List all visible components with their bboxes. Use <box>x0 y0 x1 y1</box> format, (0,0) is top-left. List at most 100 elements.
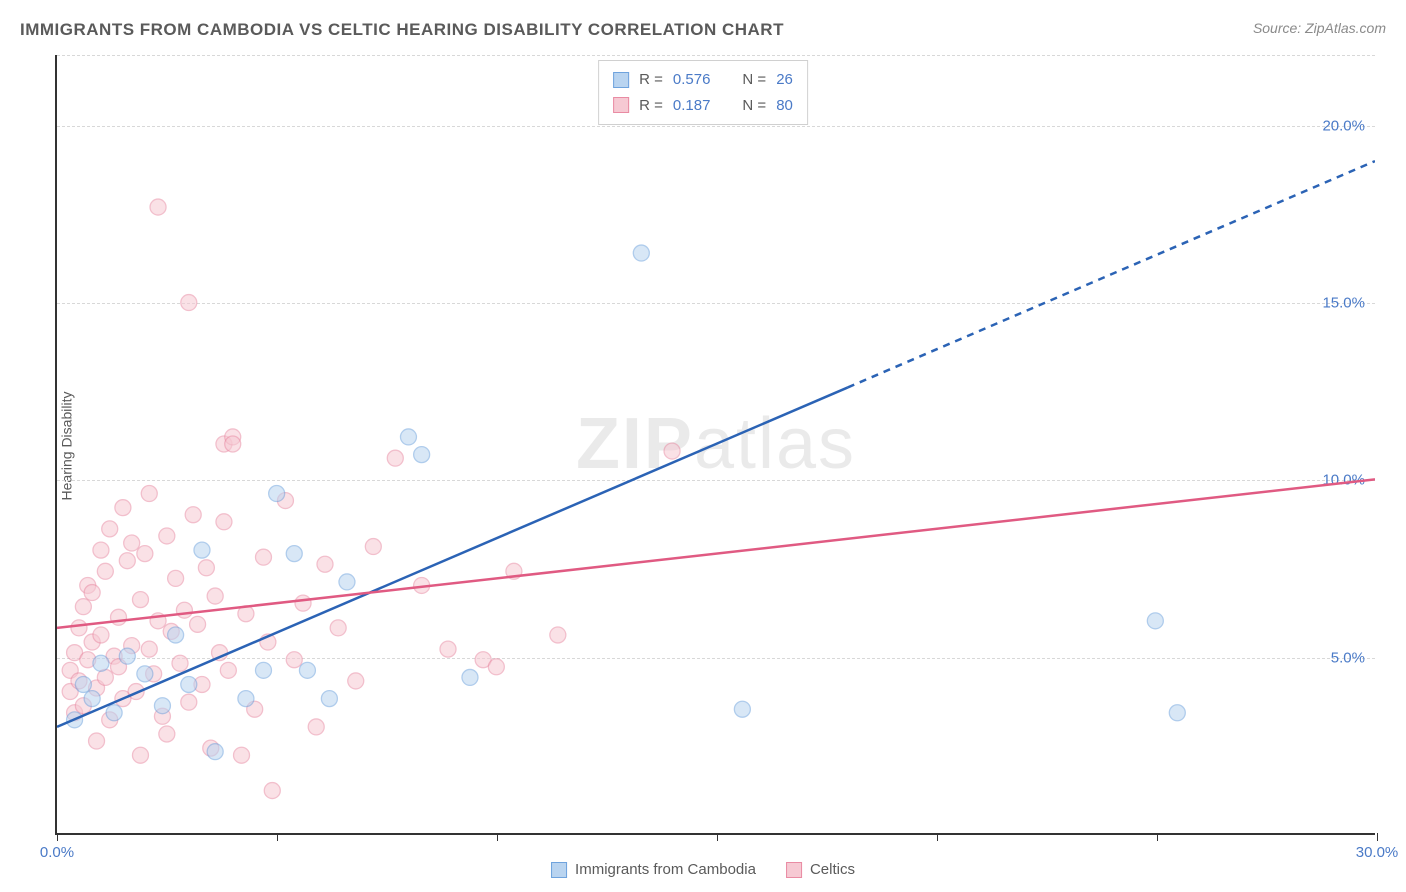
n-value: 26 <box>776 67 793 93</box>
legend-item: Celtics <box>786 861 855 878</box>
data-point <box>93 542 109 558</box>
x-tick <box>57 833 58 841</box>
plot-area: ZIPatlas 5.0%10.0%15.0%20.0%0.0%30.0% <box>55 55 1375 835</box>
data-point <box>299 662 315 678</box>
data-point <box>194 542 210 558</box>
data-point <box>488 659 504 675</box>
data-point <box>207 744 223 760</box>
legend-swatch <box>613 72 629 88</box>
data-point <box>330 620 346 636</box>
data-point <box>181 295 197 311</box>
data-point <box>115 500 131 516</box>
data-point <box>137 546 153 562</box>
x-tick-label: 0.0% <box>40 844 74 861</box>
data-point <box>255 549 271 565</box>
data-point <box>159 528 175 544</box>
legend-swatch <box>613 97 629 113</box>
data-point <box>150 199 166 215</box>
regression-line <box>57 387 848 726</box>
data-point <box>168 627 184 643</box>
r-label: R = <box>639 67 663 93</box>
legend-label: Immigrants from Cambodia <box>575 861 756 878</box>
r-value: 0.187 <box>673 93 711 119</box>
data-point <box>172 655 188 671</box>
data-point <box>207 588 223 604</box>
legend-swatch <box>786 862 802 878</box>
data-point <box>71 620 87 636</box>
data-point <box>159 726 175 742</box>
data-point <box>102 521 118 537</box>
data-point <box>400 429 416 445</box>
data-point <box>97 669 113 685</box>
data-point <box>440 641 456 657</box>
data-point <box>365 539 381 555</box>
data-point <box>181 676 197 692</box>
data-point <box>255 662 271 678</box>
r-value: 0.576 <box>673 67 711 93</box>
data-point <box>308 719 324 735</box>
scatter-chart-svg <box>57 55 1375 833</box>
x-tick <box>277 833 278 841</box>
data-point <box>106 705 122 721</box>
data-point <box>190 616 206 632</box>
correlation-legend: R = 0.576 N = 26 R = 0.187 N = 80 <box>598 60 808 125</box>
data-point <box>225 436 241 452</box>
chart-title: IMMIGRANTS FROM CAMBODIA VS CELTIC HEARI… <box>20 20 784 40</box>
data-point <box>317 556 333 572</box>
n-label: N = <box>742 93 766 119</box>
legend-swatch <box>551 862 567 878</box>
data-point <box>124 535 140 551</box>
x-tick <box>717 833 718 841</box>
data-point <box>1169 705 1185 721</box>
source-label: Source: ZipAtlas.com <box>1253 20 1386 36</box>
data-point <box>75 676 91 692</box>
data-point <box>154 698 170 714</box>
data-point <box>216 514 232 530</box>
regression-line-dash <box>848 161 1375 387</box>
legend-item: Immigrants from Cambodia <box>551 861 756 878</box>
data-point <box>339 574 355 590</box>
data-point <box>93 627 109 643</box>
data-point <box>414 447 430 463</box>
data-point <box>321 691 337 707</box>
data-point <box>185 507 201 523</box>
data-point <box>137 666 153 682</box>
series-legend: Immigrants from Cambodia Celtics <box>551 861 855 878</box>
data-point <box>84 585 100 601</box>
data-point <box>286 546 302 562</box>
data-point <box>181 694 197 710</box>
x-tick <box>937 833 938 841</box>
data-point <box>119 553 135 569</box>
data-point <box>97 563 113 579</box>
n-value: 80 <box>776 93 793 119</box>
x-tick-label: 30.0% <box>1356 844 1399 861</box>
data-point <box>176 602 192 618</box>
data-point <box>220 662 236 678</box>
data-point <box>462 669 478 685</box>
legend-row: R = 0.187 N = 80 <box>613 93 793 119</box>
x-tick <box>1157 833 1158 841</box>
x-tick <box>497 833 498 841</box>
data-point <box>286 652 302 668</box>
data-point <box>119 648 135 664</box>
data-point <box>664 443 680 459</box>
legend-label: Celtics <box>810 861 855 878</box>
data-point <box>168 570 184 586</box>
data-point <box>89 733 105 749</box>
data-point <box>633 245 649 261</box>
data-point <box>295 595 311 611</box>
data-point <box>238 691 254 707</box>
data-point <box>1147 613 1163 629</box>
x-tick <box>1377 833 1378 841</box>
data-point <box>93 655 109 671</box>
data-point <box>111 609 127 625</box>
data-point <box>387 450 403 466</box>
data-point <box>348 673 364 689</box>
data-point <box>550 627 566 643</box>
regression-line <box>57 479 1375 628</box>
data-point <box>198 560 214 576</box>
data-point <box>132 747 148 763</box>
data-point <box>141 641 157 657</box>
r-label: R = <box>639 93 663 119</box>
n-label: N = <box>742 67 766 93</box>
